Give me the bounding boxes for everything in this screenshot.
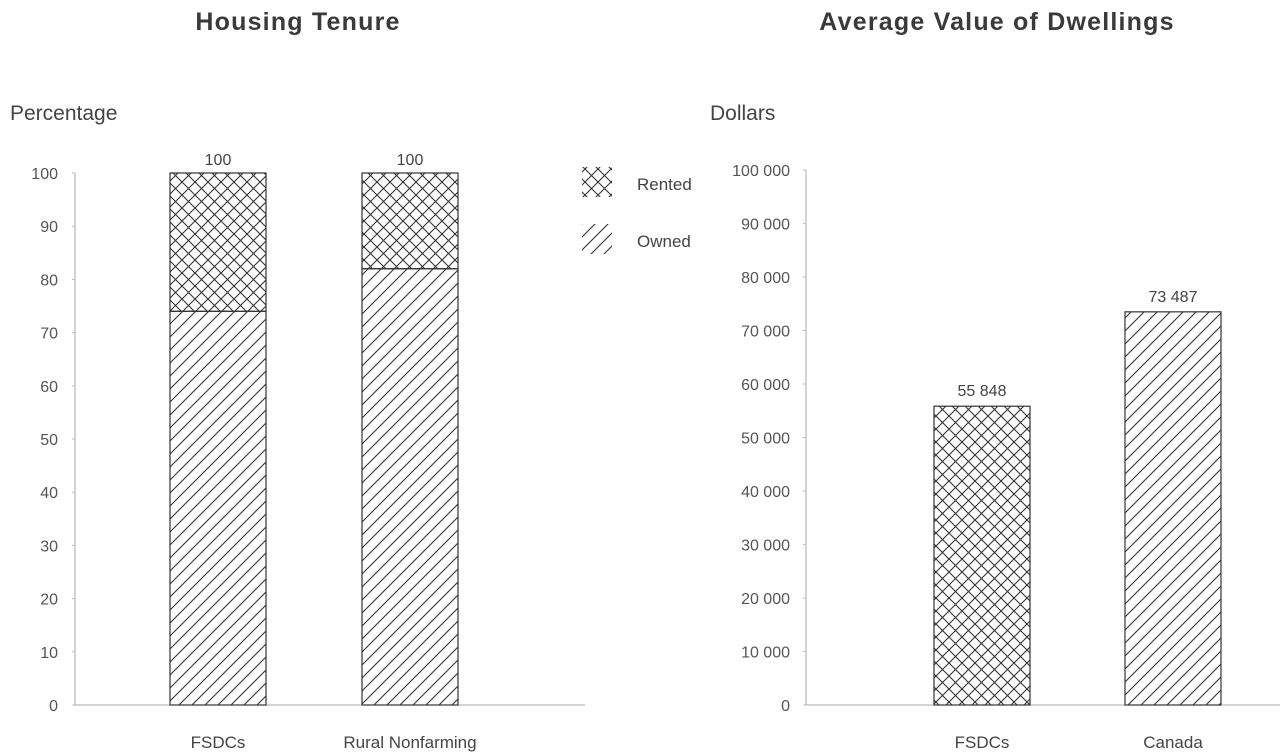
bars xyxy=(933,311,1222,706)
bar-canada xyxy=(1124,311,1222,706)
y-tick-label: 60 000 xyxy=(741,377,790,394)
y-tick-label: 90 xyxy=(40,219,58,236)
data-label: 100 xyxy=(397,152,424,169)
chart-title: Housing Tenure xyxy=(195,8,400,36)
bars xyxy=(169,172,459,706)
y-tick-label: 30 xyxy=(40,538,58,555)
data-labels: 55 848 73 487 xyxy=(958,289,1198,400)
y-tick-label: 0 xyxy=(49,698,58,715)
y-tick-label: 90 000 xyxy=(741,217,790,234)
y-tick-label: 80 xyxy=(40,272,58,289)
y-tick-label: 30 000 xyxy=(741,538,790,555)
average-value-chart: Average Value of Dwellings Dollars 0 10 0… xyxy=(710,8,1280,752)
y-tick-label: 80 000 xyxy=(741,270,790,287)
bar-owned xyxy=(169,310,267,706)
y-axis-label: Percentage xyxy=(10,102,117,125)
housing-tenure-chart: Housing Tenure Percentage 0 10 20 30 40 50 60 7… xyxy=(10,8,692,752)
y-tick-label: 70 000 xyxy=(741,324,790,341)
y-tick-label: 50 000 xyxy=(741,431,790,448)
bar-rented xyxy=(169,172,267,312)
y-axis-label: Dollars xyxy=(710,102,775,125)
legend-swatch-owned xyxy=(582,224,612,254)
data-label: 55 848 xyxy=(958,383,1007,400)
category-label: FSDCs xyxy=(955,733,1010,752)
category-labels: FSDCs Canada xyxy=(955,733,1204,752)
legend-swatch-rented xyxy=(582,167,612,197)
y-tick-label: 20 xyxy=(40,592,58,609)
category-label: Canada xyxy=(1143,733,1203,752)
y-axis: 0 10 20 30 40 50 60 70 80 90 100 xyxy=(31,166,585,715)
category-labels: FSDCs Rural Nonfarming xyxy=(191,733,477,752)
category-label: FSDCs xyxy=(191,733,246,752)
y-tick-label: 70 xyxy=(40,326,58,343)
legend-label: Rented xyxy=(637,175,692,194)
y-tick-label: 100 xyxy=(31,166,58,183)
data-label: 100 xyxy=(205,152,232,169)
y-tick-label: 20 000 xyxy=(741,591,790,608)
y-tick-label: 0 xyxy=(781,698,790,715)
bar-owned xyxy=(361,268,459,706)
y-tick-label: 50 xyxy=(40,432,58,449)
data-label: 73 487 xyxy=(1149,289,1198,306)
y-axis: 0 10 000 20 000 30 000 40 000 50 000 60 000 70 … xyxy=(732,163,1280,715)
bar-rented xyxy=(361,172,459,270)
chart-title: Average Value of Dwellings xyxy=(819,8,1174,36)
y-tick-label: 40 000 xyxy=(741,484,790,501)
y-tick-label: 10 000 xyxy=(741,645,790,662)
category-label: Rural Nonfarming xyxy=(343,733,476,752)
data-labels: 100 100 xyxy=(205,152,424,169)
legend: Rented Owned xyxy=(582,167,692,254)
y-tick-label: 60 xyxy=(40,379,58,396)
legend-label: Owned xyxy=(637,232,691,251)
y-tick-label: 10 xyxy=(40,645,58,662)
bar-fsdcs xyxy=(933,405,1031,706)
y-tick-label: 100 000 xyxy=(732,163,790,180)
y-tick-label: 40 xyxy=(40,485,58,502)
